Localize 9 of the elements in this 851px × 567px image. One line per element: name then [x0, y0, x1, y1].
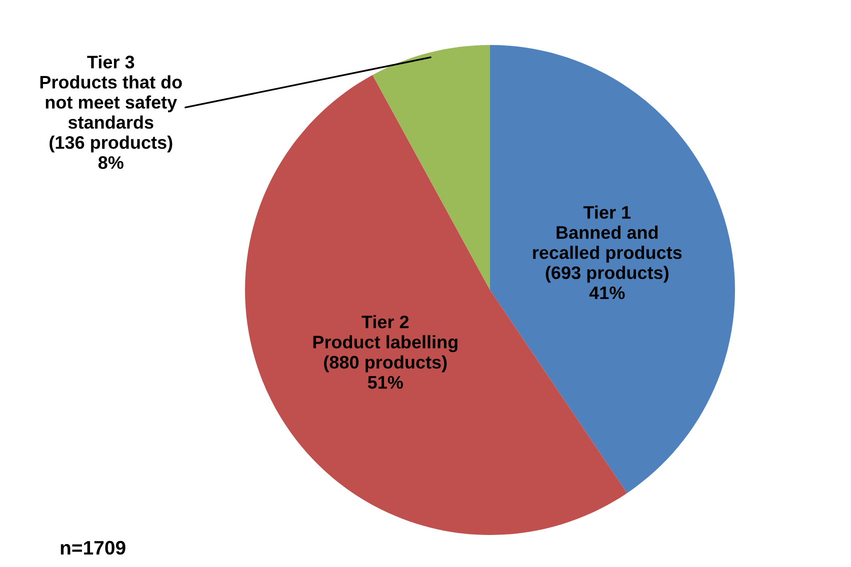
slice-label: Tier 2 Product labelling: [313, 315, 458, 352]
pie-slice: [372, 45, 490, 290]
data-label: (880 products) 51%: [324, 355, 447, 389]
text: n=1709: [60, 540, 126, 555]
data-label: (136 products) 8%: [50, 136, 172, 169]
slice-label: Tier 3 Products that do not meet safety standards: [40, 55, 182, 129]
data-label: (693 products) 41%: [546, 266, 668, 300]
slice-label: Tier 1 Banned and recalled products: [533, 206, 682, 263]
pie-slice: [490, 45, 735, 494]
